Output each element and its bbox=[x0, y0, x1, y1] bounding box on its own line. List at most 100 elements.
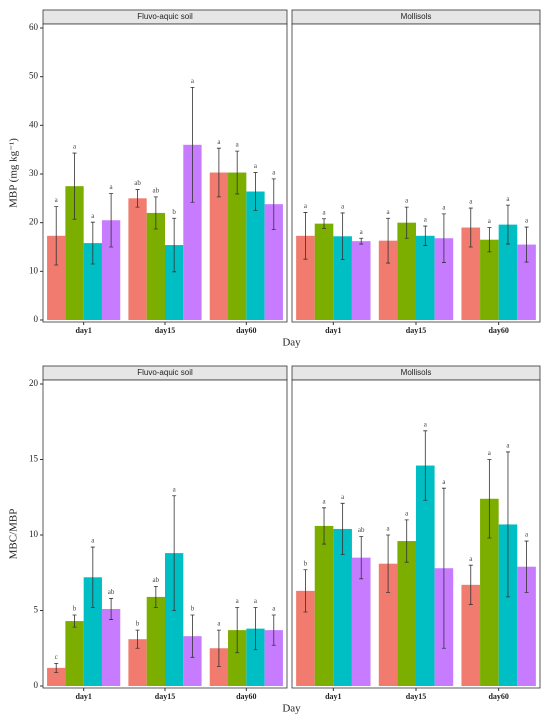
significance-letter: ab bbox=[358, 526, 365, 534]
y-tick-label: 5 bbox=[34, 605, 39, 615]
bar bbox=[397, 541, 416, 686]
error-bar bbox=[271, 178, 276, 230]
error-bar bbox=[109, 193, 114, 248]
bar bbox=[314, 525, 334, 686]
error-bar bbox=[72, 152, 77, 220]
bar bbox=[461, 584, 481, 686]
error-bar bbox=[172, 217, 177, 273]
bar bbox=[209, 172, 229, 320]
error-bar bbox=[216, 147, 221, 198]
error-bar bbox=[135, 189, 140, 208]
bar bbox=[246, 191, 265, 320]
bar bbox=[517, 244, 536, 320]
error-bar bbox=[153, 196, 158, 230]
error-bar bbox=[303, 212, 308, 260]
bar bbox=[378, 240, 398, 320]
error-bar bbox=[386, 534, 391, 593]
error-bar bbox=[190, 86, 195, 203]
error-bar bbox=[235, 150, 240, 195]
bar bbox=[434, 238, 454, 320]
x-tick-label: day1 bbox=[75, 326, 91, 335]
bar bbox=[314, 223, 334, 320]
significance-letter: a bbox=[442, 204, 446, 212]
y-tick-label: 10 bbox=[29, 265, 39, 275]
bar bbox=[333, 528, 352, 686]
facet-title: Fluvo-aquic soil bbox=[137, 12, 193, 21]
bar bbox=[65, 186, 84, 320]
significance-letter: a bbox=[387, 208, 391, 216]
significance-letter: a bbox=[217, 620, 221, 628]
bar bbox=[416, 235, 435, 320]
y-axis-label: MBP (mg kg⁻¹) bbox=[8, 138, 20, 208]
y-tick-label: 40 bbox=[29, 119, 39, 129]
significance-letter: a bbox=[91, 537, 95, 545]
y-tick-label: 0 bbox=[34, 314, 39, 324]
bar bbox=[47, 235, 66, 320]
x-axis-label: Day bbox=[282, 703, 301, 715]
significance-letter: a bbox=[173, 485, 177, 493]
x-tick-label: day60 bbox=[236, 692, 256, 701]
error-bar bbox=[135, 629, 140, 649]
significance-letter: a bbox=[254, 162, 258, 170]
bar bbox=[146, 596, 165, 686]
error-bar bbox=[235, 607, 240, 654]
y-tick-label: 20 bbox=[29, 217, 39, 227]
bar bbox=[416, 465, 435, 686]
error-bar bbox=[487, 227, 492, 253]
significance-letter: a bbox=[272, 605, 276, 613]
significance-letter: a bbox=[304, 202, 308, 210]
error-bar bbox=[322, 218, 327, 229]
error-bar bbox=[190, 614, 195, 658]
significance-letter: a bbox=[424, 216, 428, 224]
error-bar bbox=[172, 495, 177, 611]
y-tick-label: 15 bbox=[29, 454, 39, 464]
significance-letter: a bbox=[488, 217, 492, 225]
bar bbox=[246, 628, 265, 686]
error-bar bbox=[54, 206, 59, 266]
bar bbox=[101, 608, 121, 686]
bar bbox=[498, 224, 518, 320]
error-bar bbox=[359, 536, 364, 580]
x-tick-label: day1 bbox=[325, 692, 341, 701]
error-bar bbox=[109, 598, 114, 620]
error-bar bbox=[441, 487, 446, 649]
error-bar bbox=[487, 459, 492, 539]
bar bbox=[183, 636, 202, 686]
error-bar bbox=[253, 172, 258, 211]
significance-letter: ab bbox=[134, 179, 141, 187]
error-bar bbox=[340, 502, 345, 556]
significance-letter: a bbox=[360, 228, 364, 236]
bar bbox=[480, 498, 499, 686]
significance-letter: b bbox=[191, 605, 195, 613]
error-bar bbox=[322, 507, 327, 545]
significance-letter: ab bbox=[153, 576, 160, 584]
error-bar bbox=[359, 237, 364, 245]
significance-letter: a bbox=[387, 525, 391, 533]
x-tick-label: day1 bbox=[325, 326, 341, 335]
significance-letter: a bbox=[322, 497, 326, 505]
x-tick-label: day15 bbox=[406, 692, 426, 701]
facet-title: Fluvo-aquic soil bbox=[137, 368, 193, 377]
significance-letter: a bbox=[341, 203, 345, 211]
bar bbox=[517, 566, 536, 686]
bar bbox=[128, 639, 147, 686]
significance-letter: a bbox=[469, 198, 473, 206]
x-tick-label: day15 bbox=[155, 326, 175, 335]
significance-letter: a bbox=[506, 442, 510, 450]
bar bbox=[296, 590, 315, 686]
bar bbox=[165, 245, 184, 320]
significance-letter: a bbox=[254, 597, 258, 605]
y-tick-label: 0 bbox=[34, 680, 39, 690]
significance-letter: a bbox=[91, 212, 95, 220]
error-bar bbox=[423, 225, 428, 246]
error-bar bbox=[271, 614, 276, 646]
y-tick-label: 50 bbox=[29, 71, 39, 81]
significance-letter: a bbox=[341, 493, 345, 501]
bar bbox=[209, 648, 229, 686]
significance-letter: ab bbox=[153, 186, 160, 194]
x-tick-label: day1 bbox=[75, 692, 91, 701]
bar bbox=[165, 553, 184, 686]
y-tick-label: 60 bbox=[29, 22, 39, 32]
error-bar bbox=[153, 585, 158, 608]
significance-letter: a bbox=[525, 531, 529, 539]
